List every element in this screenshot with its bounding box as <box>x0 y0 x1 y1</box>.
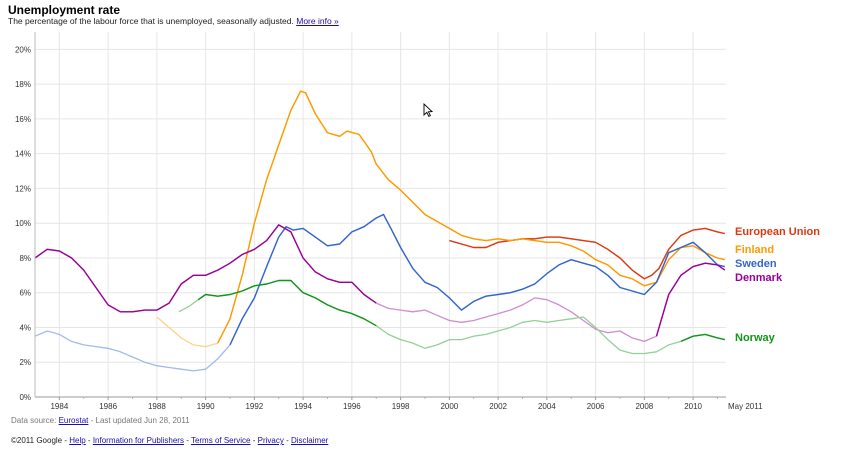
last-updated: - Last updated Jun 28, 2011 <box>90 416 190 425</box>
terms-link[interactable]: Terms of Service <box>190 436 251 445</box>
series-line <box>197 279 377 327</box>
y-tick-label: 6% <box>19 289 31 298</box>
y-tick-label: 4% <box>19 323 31 332</box>
series-line <box>655 262 726 337</box>
more-info-link[interactable]: More info » <box>296 16 339 26</box>
page-footer: ©2011 Google - Help - Information for Pu… <box>11 436 329 445</box>
x-tick-label: 1986 <box>99 402 117 411</box>
chart-grid <box>35 32 726 398</box>
series-line <box>449 227 725 280</box>
y-tick-label: 18% <box>15 80 31 89</box>
legend-entry[interactable]: Norway <box>735 332 776 344</box>
help-link[interactable]: Help <box>69 436 86 445</box>
privacy-link[interactable]: Privacy <box>257 436 284 445</box>
publishers-link[interactable]: Information for Publishers <box>92 436 184 445</box>
x-tick-label: 1996 <box>343 402 361 411</box>
x-tick-label: 1992 <box>245 402 263 411</box>
y-tick-label: 12% <box>15 184 31 193</box>
legend-entry[interactable]: Denmark <box>735 272 783 284</box>
x-tick-label: 2000 <box>440 402 458 411</box>
chart-subtitle: The percentage of the labour force that … <box>8 16 339 26</box>
x-tick-label: 1988 <box>148 402 166 411</box>
y-tick-label: 8% <box>19 254 31 263</box>
x-tick-label: 1994 <box>294 402 312 411</box>
x-end-label: May 2011 <box>728 402 763 411</box>
x-tick-label: 2008 <box>635 402 653 411</box>
chart-legend: European Union Finland Sweden Denmark Norway <box>735 226 820 344</box>
legend-entry[interactable]: Sweden <box>735 258 777 270</box>
series-line <box>229 213 725 346</box>
y-tick-label: 16% <box>15 115 31 124</box>
x-tick-label: 1984 <box>50 402 68 411</box>
disclaimer-link[interactable]: Disclaimer <box>290 436 329 445</box>
eurostat-link[interactable]: Eurostat <box>58 416 89 425</box>
y-tick-label: 14% <box>15 150 31 159</box>
mouse-pointer-icon <box>423 103 433 117</box>
x-tick-label: 2004 <box>538 402 556 411</box>
x-tick-label: 1998 <box>392 402 410 411</box>
copyright-text: ©2011 Google - <box>11 436 68 445</box>
source-prefix: Data source: <box>11 416 57 425</box>
data-source: Data source: Eurostat - Last updated Jun… <box>11 416 190 425</box>
plot-area <box>35 32 726 397</box>
x-tick-label: 2002 <box>489 402 507 411</box>
x-tick-label: 1990 <box>197 402 215 411</box>
chart-title: Unemployment rate <box>8 3 121 17</box>
chart-axes: 0% 2% 4% 6% 8% 10% 12% 14% 16% 18% 20% 1984 1986 1988… <box>15 32 763 411</box>
y-tick-label: 2% <box>19 358 31 367</box>
series-line <box>34 224 377 313</box>
legend-entry[interactable]: Finland <box>735 244 774 256</box>
y-tick-label: 10% <box>15 219 31 228</box>
series-line <box>217 90 725 344</box>
chart-series <box>34 90 726 372</box>
series-line <box>680 333 725 343</box>
legend-entry[interactable]: European Union <box>735 226 820 238</box>
y-tick-label: 0% <box>19 393 31 402</box>
y-tick-label: 20% <box>15 45 31 54</box>
x-tick-label: 2010 <box>684 402 702 411</box>
subtitle-text: The percentage of the labour force that … <box>8 16 294 26</box>
x-tick-label: 2006 <box>587 402 605 411</box>
